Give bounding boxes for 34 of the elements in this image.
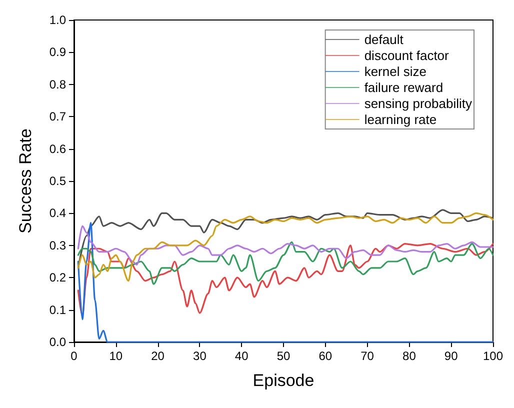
- y-tick-label: 0.2: [49, 270, 66, 285]
- y-tick-label: 0.9: [49, 45, 66, 60]
- x-tick-label: 30: [193, 349, 207, 363]
- x-tick-label: 90: [444, 349, 458, 363]
- x-tick-label: 80: [402, 349, 416, 363]
- line-series: [77, 225, 494, 266]
- y-tick-label: 0.3: [49, 238, 66, 252]
- x-tick-label: 100: [482, 349, 504, 363]
- legend-label: default: [364, 32, 404, 47]
- y-tick-label: 0.7: [49, 110, 66, 124]
- line-series: [77, 222, 494, 343]
- x-tick-label: 0: [70, 349, 78, 363]
- y-tick-label: 0.1: [49, 302, 66, 317]
- y-tick-label: 0.4: [49, 206, 66, 220]
- y-tick-label: 0.5: [49, 174, 66, 188]
- x-tick-label: 70: [360, 349, 374, 363]
- legend-label: learning rate: [364, 112, 437, 127]
- y-tick-label: 0.8: [49, 77, 66, 92]
- legend-label: kernel size: [364, 64, 426, 79]
- legend-label: failure reward: [364, 80, 444, 95]
- legend-label: sensing probability: [364, 96, 472, 111]
- x-tick-label: 10: [109, 349, 123, 363]
- y-tick-label: 0.6: [49, 142, 66, 156]
- line-series: [77, 241, 494, 285]
- line-series: [77, 212, 494, 282]
- x-tick-label: 40: [234, 349, 249, 363]
- y-tick-label: 1.0: [49, 13, 66, 27]
- legend-label: discount factor: [364, 48, 450, 63]
- x-tick-label: 60: [318, 349, 332, 363]
- x-tick-label: 20: [151, 349, 165, 363]
- x-axis-title: Episode: [252, 371, 314, 390]
- y-tick-label: 0.0: [49, 335, 66, 349]
- x-tick-label: 50: [276, 349, 290, 363]
- y-axis-title: Success Rate: [16, 128, 35, 234]
